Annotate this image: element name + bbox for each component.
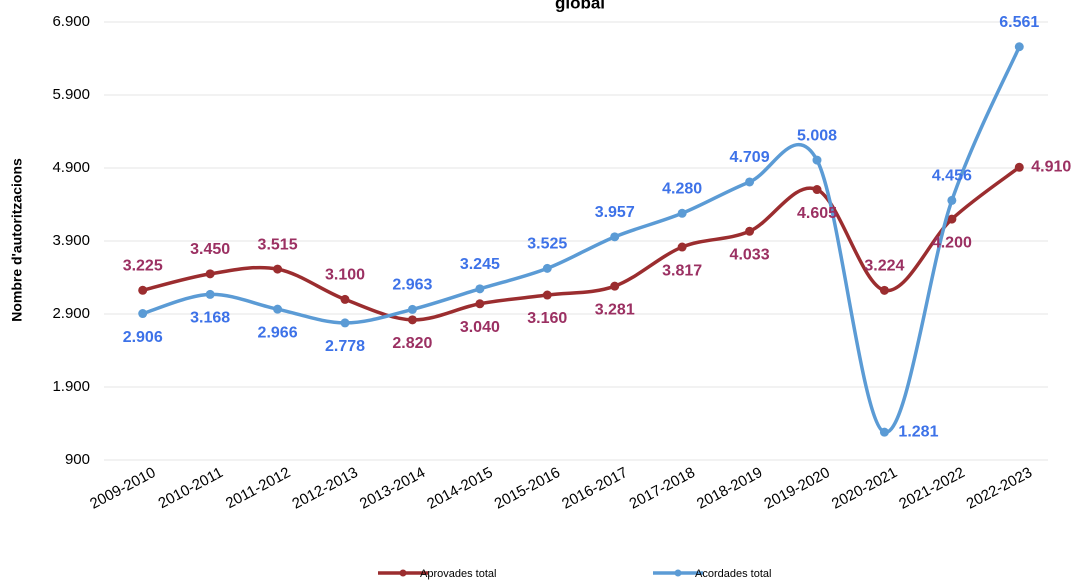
point	[138, 285, 148, 295]
y-tick-label: 4.900	[52, 159, 90, 176]
data-label: 4.605	[797, 205, 837, 222]
x-tick-label: 2015-2016	[492, 464, 563, 513]
point	[745, 226, 755, 236]
y-axis-title: Nombre d'autoritzacions	[9, 158, 25, 322]
x-tick-label: 2022-2023	[964, 464, 1035, 513]
y-tick-label: 3.900	[52, 232, 90, 249]
data-label: 4.033	[730, 247, 770, 264]
point	[947, 214, 957, 224]
x-tick-label: 2016-2017	[559, 464, 630, 513]
data-label: 3.224	[864, 258, 904, 275]
point	[475, 284, 485, 294]
data-label: 3.100	[325, 267, 365, 284]
data-label: 3.957	[595, 204, 635, 221]
point	[879, 285, 889, 295]
y-tick-label: 1.900	[52, 378, 90, 395]
x-tick-label: 2017-2018	[627, 464, 698, 513]
point	[947, 195, 957, 205]
point	[340, 294, 350, 304]
data-label: 3.225	[123, 257, 163, 274]
y-tick-label: 5.900	[52, 86, 90, 103]
point	[879, 427, 889, 437]
data-label: 2.778	[325, 338, 365, 355]
data-label: 2.820	[392, 335, 432, 352]
point	[273, 264, 283, 274]
x-tick-label: 2020-2021	[829, 464, 900, 513]
data-label: 4.709	[730, 149, 770, 166]
data-label: 3.160	[527, 310, 567, 327]
data-label: 2.963	[392, 277, 432, 294]
legend-label: Acordades total	[695, 568, 771, 580]
data-label: 1.281	[898, 423, 938, 440]
point	[340, 318, 350, 328]
point	[138, 309, 148, 319]
legend-label: Aprovades total	[420, 568, 496, 580]
data-label: 3.245	[460, 256, 500, 273]
data-label: 4.910	[1031, 158, 1071, 175]
point	[1014, 162, 1024, 172]
point	[677, 208, 687, 218]
point	[812, 155, 822, 165]
data-label: 4.200	[932, 234, 972, 251]
point	[407, 315, 417, 325]
data-label: 2.966	[258, 324, 298, 341]
point	[745, 177, 755, 187]
point	[475, 299, 485, 309]
point	[812, 185, 822, 195]
data-label: 3.515	[258, 236, 298, 253]
point	[610, 281, 620, 291]
data-label: 4.456	[932, 168, 972, 185]
x-tick-label: 2014-2015	[424, 464, 495, 513]
y-tick-label: 6.900	[52, 13, 90, 30]
x-tick-label: 2018-2019	[694, 464, 765, 513]
x-tick-label: 2011-2012	[223, 464, 293, 512]
chart-title: global	[555, 0, 605, 12]
data-label: 3.450	[190, 241, 230, 258]
point	[205, 269, 215, 279]
point	[407, 304, 417, 314]
series-line	[142, 46, 1021, 434]
point	[542, 290, 552, 300]
data-label: 4.280	[662, 180, 702, 197]
data-label: 3.525	[527, 236, 567, 253]
data-label: 6.561	[999, 14, 1039, 31]
data-label: 3.817	[662, 262, 702, 279]
x-tick-label: 2021-2022	[896, 464, 967, 513]
data-label: 5.008	[797, 127, 837, 144]
legend-marker	[399, 569, 407, 577]
y-tick-label: 900	[65, 451, 90, 468]
data-label: 3.168	[190, 310, 230, 327]
data-label: 2.906	[123, 329, 163, 346]
point	[542, 263, 552, 273]
legend-marker	[674, 569, 682, 577]
data-label: 3.040	[460, 319, 500, 336]
point	[273, 304, 283, 314]
point	[205, 289, 215, 299]
x-tick-label: 2019-2020	[761, 464, 832, 513]
x-tick-label: 2013-2014	[357, 464, 428, 513]
point	[1014, 42, 1024, 52]
x-tick-label: 2012-2013	[289, 464, 360, 513]
point	[677, 242, 687, 252]
x-tick-label: 2010-2011	[156, 464, 226, 512]
x-tick-label: 2009-2010	[87, 464, 158, 513]
data-label: 3.281	[595, 301, 635, 318]
y-tick-label: 2.900	[52, 305, 90, 322]
point	[610, 232, 620, 242]
